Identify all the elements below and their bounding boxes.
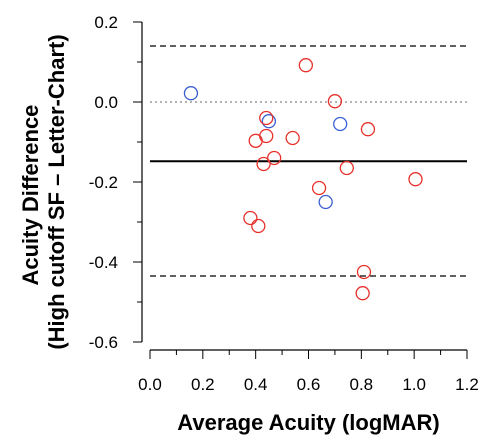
data-point (318, 194, 333, 210)
data-point (256, 156, 271, 172)
data-point (248, 133, 263, 148)
y-axis-title-line1: Acuity Difference (18, 105, 43, 286)
data-point (355, 286, 370, 301)
y-tick-label: 0.0 (94, 93, 118, 112)
reference-lines (150, 45, 467, 277)
x-tick-label: 0.4 (244, 375, 268, 394)
data-point (259, 110, 274, 126)
data-point (298, 58, 314, 73)
data-point (327, 94, 343, 109)
data-point (408, 172, 423, 187)
y-tick-label: -0.6 (89, 333, 118, 352)
data-point (251, 218, 266, 234)
x-tick-label: 1.2 (455, 375, 479, 394)
y-tick-label: -0.2 (89, 173, 118, 192)
axes (133, 21, 468, 359)
x-tick-label: 0.6 (297, 375, 321, 394)
x-tick-label: 1.0 (402, 375, 426, 394)
x-tick-label: 0.0 (138, 375, 162, 394)
data-point (183, 86, 199, 101)
data-point (243, 210, 258, 226)
data-point (356, 264, 372, 280)
y-axis-title-line2: (High cutoff SF – Letter-Chart) (44, 34, 69, 349)
data-point (333, 116, 348, 132)
data-point (311, 180, 327, 196)
data-point (267, 150, 282, 166)
tick-labels: 0.0 0.2 0.4 0.6 0.8 1.0 1.2 0.2 0.0 -0.2 -0.4 -0.6 (89, 13, 479, 394)
data-point (360, 122, 376, 137)
x-tick-label: 0.2 (191, 375, 215, 394)
data-point (285, 130, 300, 146)
data-points (183, 58, 423, 301)
data-point (339, 160, 354, 176)
x-axis-title: Average Acuity (logMAR) (177, 410, 439, 435)
y-tick-label: 0.2 (94, 13, 118, 32)
y-axis-title: Acuity Difference (High cutoff SF – Lett… (18, 34, 69, 349)
data-point (261, 114, 277, 129)
y-tick-label: -0.4 (89, 253, 118, 272)
x-tick-label: 0.8 (350, 375, 374, 394)
